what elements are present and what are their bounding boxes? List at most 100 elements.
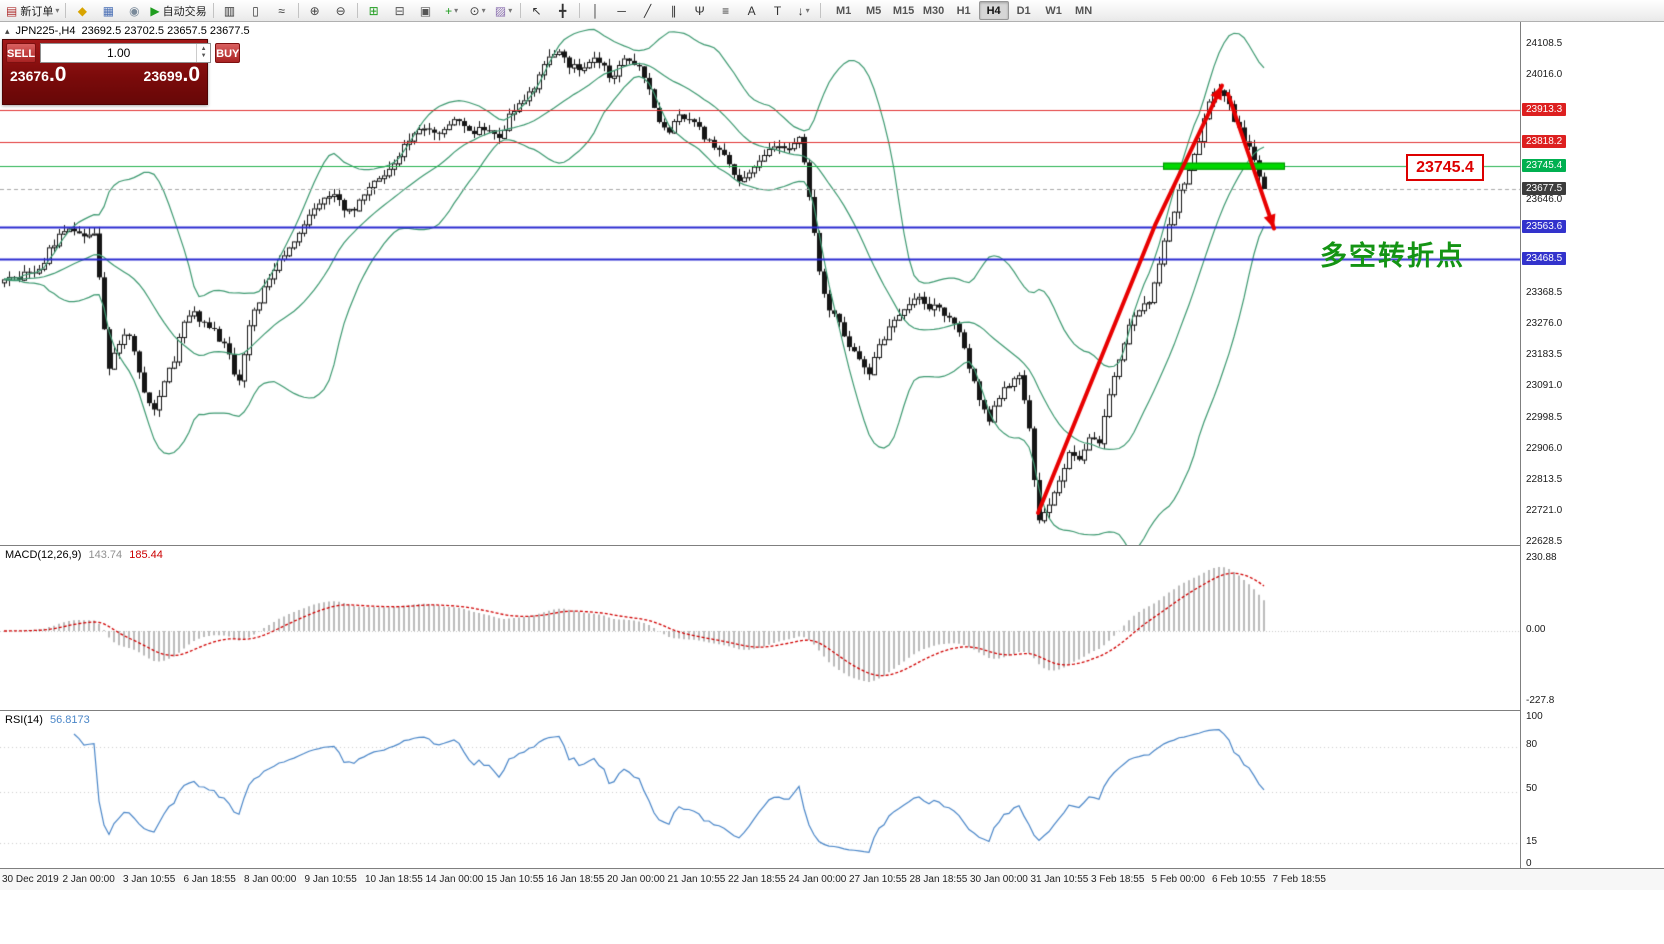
- buy-price-int: 23699: [143, 68, 183, 84]
- lot-size-input[interactable]: [41, 44, 197, 62]
- trendline-button[interactable]: ╱: [635, 1, 661, 21]
- vertical-line-button[interactable]: │: [583, 1, 609, 21]
- text-button[interactable]: A: [739, 1, 765, 21]
- timeframe-m30-button[interactable]: M30: [922, 4, 945, 17]
- rsi-tick: 80: [1526, 739, 1538, 750]
- timeframe-w1-button[interactable]: W1: [1045, 4, 1062, 17]
- periods-clock-icon: ⊙: [469, 3, 480, 18]
- timeframe-h1-button[interactable]: H1: [956, 4, 971, 17]
- zoom-out-button[interactable]: ⊖: [328, 1, 354, 21]
- andrews-pitchfork-icon: Ψ: [694, 3, 705, 18]
- market-watch-button[interactable]: ▦: [95, 1, 121, 21]
- macd-canvas[interactable]: [0, 547, 1520, 711]
- new-order-button[interactable]: ▤ 新订单 ▾: [3, 1, 62, 21]
- time-label: 15 Jan 10:55: [486, 874, 544, 885]
- bar-chart-mode-button[interactable]: ▥: [217, 1, 243, 21]
- time-label: 7 Feb 18:55: [1272, 874, 1326, 885]
- arrange-windows-button[interactable]: ▣: [413, 1, 439, 21]
- timeframe-m5-button[interactable]: M5: [865, 4, 882, 17]
- data-window-button[interactable]: ◉: [121, 1, 147, 21]
- horizontal-line-icon: ─: [617, 3, 626, 18]
- time-label: 3 Jan 10:55: [123, 874, 176, 885]
- time-label: 6 Jan 18:55: [183, 874, 236, 885]
- time-label: 28 Jan 18:55: [909, 874, 968, 885]
- rsi-value: 56.8173: [49, 714, 90, 726]
- toolbar-separator: [65, 3, 67, 18]
- one-click-trade-panel: SELL ▲ ▼ BUY 23676.0 23699.0: [2, 39, 241, 105]
- arrows-tool-dropdown-icon: ▾: [805, 6, 810, 15]
- rsi-panel: RSI(14) 56.8173: [0, 710, 1520, 869]
- templates-button[interactable]: ▨ ▾: [491, 1, 517, 21]
- price-tick: 22721.0: [1526, 505, 1563, 516]
- lot-decrease-button[interactable]: ▼: [200, 53, 207, 59]
- one-click-collapse-icon[interactable]: ▴: [5, 25, 10, 36]
- time-label: 31 Jan 10:55: [1030, 874, 1089, 885]
- toolbar-separator: [578, 3, 580, 18]
- price-tick: 23183.5: [1526, 349, 1563, 360]
- candle-chart-mode-button[interactable]: ▯: [243, 1, 269, 21]
- price-tick: 22906.0: [1526, 443, 1563, 454]
- time-label: 3 Feb 18:55: [1091, 874, 1145, 885]
- price-tick: 22628.5: [1526, 536, 1563, 547]
- bar-chart-icon: ▥: [223, 3, 236, 18]
- profiles-button[interactable]: ◆: [69, 1, 95, 21]
- toolbar-buttons: ▤ 新订单 ▾ ◆ ▦ ◉ ▶ 自动交易 ▥ ▯ ≈ ⊕ ⊖ ⊞ ⊟ ▣ + ▾ ⊙ ▾ ▨ ▾ ↖ ╋ │ ─ ╱ ∥ Ψ ≡ A T ↓ ▾: [3, 1, 824, 21]
- rsi-tick: 0: [1526, 858, 1532, 869]
- price-line-label: 23913.3: [1522, 103, 1567, 116]
- timeframe-toolbar: M1 M5 M15 M30 H1 H4 D1 W1 MN: [829, 1, 1099, 20]
- lot-size-control: ▲ ▼: [40, 43, 212, 63]
- timeframe-m1-button[interactable]: M1: [835, 4, 852, 17]
- macd-tick: 0.00: [1526, 624, 1546, 635]
- price-callout-label[interactable]: 23745.4: [1406, 154, 1484, 181]
- periods-button[interactable]: ⊙ ▾: [465, 1, 491, 21]
- indicators-button[interactable]: + ▾: [439, 1, 465, 21]
- rsi-title: RSI(14): [5, 714, 43, 726]
- time-axis[interactable]: 30 Dec 2019 2 Jan 00:00 3 Jan 10:55 6 Jan 1…: [0, 868, 1664, 890]
- channel-button[interactable]: ∥: [661, 1, 687, 21]
- time-label: 22 Jan 18:55: [728, 874, 786, 885]
- timeframe-d1-button[interactable]: D1: [1016, 4, 1031, 17]
- trendline-icon: ╱: [643, 3, 652, 18]
- price-tick: 23646.0: [1526, 194, 1563, 205]
- macd-tick: -227.8: [1526, 695, 1555, 706]
- sell-button[interactable]: SELL: [6, 43, 37, 63]
- line-chart-mode-button[interactable]: ≈: [269, 1, 295, 21]
- toolbar-separator: [212, 3, 214, 18]
- price-chart-canvas[interactable]: [0, 22, 1520, 545]
- lot-increase-button[interactable]: ▲: [200, 46, 207, 53]
- rsi-tick: 15: [1526, 836, 1538, 847]
- toolbar-separator: [297, 3, 299, 18]
- time-label: 14 Jan 00:00: [425, 874, 484, 885]
- rsi-canvas[interactable]: [0, 712, 1520, 869]
- autotrading-button[interactable]: ▶ 自动交易: [147, 1, 209, 21]
- text-tool-icon: A: [747, 3, 756, 18]
- price-axis[interactable]: 24108.5 24016.0 23646.0 23368.5 23276.0 23183…: [1520, 22, 1664, 869]
- timeframe-h4-button[interactable]: H4: [978, 1, 1009, 20]
- timeframe-m15-button[interactable]: M15: [892, 4, 915, 17]
- tile-windows-button[interactable]: ⊞: [361, 1, 387, 21]
- cascade-windows-button[interactable]: ⊟: [387, 1, 413, 21]
- toolbar-separator: [356, 3, 358, 18]
- turning-point-annotation[interactable]: 多空转折点: [1320, 241, 1465, 271]
- cursor-arrow-icon: ↖: [531, 3, 542, 18]
- price-line-label: 23677.5: [1522, 182, 1567, 195]
- cursor-button[interactable]: ↖: [524, 1, 550, 21]
- arrows-tool-icon: ↓: [797, 3, 804, 18]
- crosshair-button[interactable]: ╋: [550, 1, 576, 21]
- new-order-label: 新订单: [20, 5, 54, 18]
- pitchfork-button[interactable]: Ψ: [687, 1, 713, 21]
- horizontal-line-button[interactable]: ─: [609, 1, 635, 21]
- macd-tick: 230.88: [1526, 552, 1557, 563]
- line-chart-icon: ≈: [278, 3, 285, 18]
- timeframe-mn-button[interactable]: MN: [1075, 4, 1093, 17]
- buy-button[interactable]: BUY: [215, 43, 241, 63]
- text-label-button[interactable]: T: [765, 1, 791, 21]
- zoom-in-button[interactable]: ⊕: [302, 1, 328, 21]
- fibonacci-button[interactable]: ≡: [713, 1, 739, 21]
- price-tick: 24108.5: [1526, 38, 1563, 49]
- time-label: 21 Jan 10:55: [667, 874, 726, 885]
- zoom-out-icon: ⊖: [335, 3, 346, 18]
- autotrading-play-icon: ▶: [150, 3, 160, 18]
- arrows-tool-button[interactable]: ↓ ▾: [791, 1, 817, 21]
- fibonacci-retracement-icon: ≡: [722, 3, 730, 18]
